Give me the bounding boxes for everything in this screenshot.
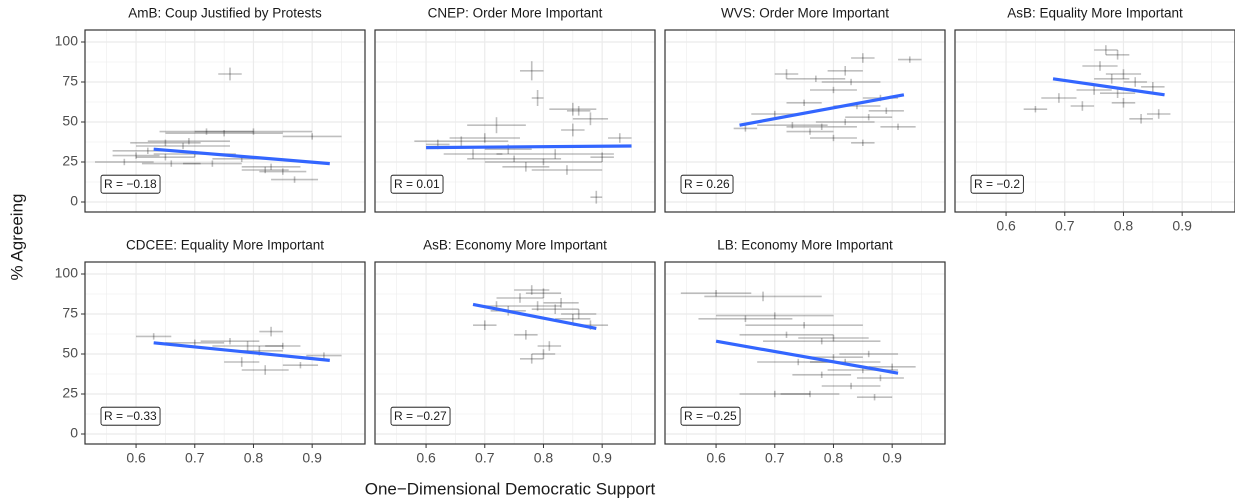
fit-line <box>715 339 899 375</box>
annotation: R = −0.25 <box>684 409 737 423</box>
fit-line <box>1052 77 1165 97</box>
panel-border <box>954 29 1235 213</box>
y-tick-label: 50 <box>62 113 78 129</box>
annotation-box <box>100 406 161 426</box>
panel-border <box>374 261 656 445</box>
x-tick-label: 0.8 <box>534 450 554 466</box>
y-tick-label: 100 <box>55 33 79 49</box>
panel-border <box>664 261 946 445</box>
y-tick-label: 25 <box>62 153 78 169</box>
annotation-box <box>390 406 451 426</box>
panel: CDCEE: Equality More Important 0.6 0.7 0.8 0… <box>55 238 366 466</box>
strip-title: CNEP: Order More Important <box>428 6 603 21</box>
x-tick-label: 0.7 <box>185 450 205 466</box>
strip-title: LB: Economy More Important <box>717 238 893 253</box>
y-tick-label: 0 <box>70 425 78 441</box>
fit-line <box>153 147 330 166</box>
x-tick-label: 0.9 <box>302 450 322 466</box>
fit-line <box>153 341 330 362</box>
annotation-box <box>970 174 1024 194</box>
y-tick-label: 0 <box>70 193 78 209</box>
y-tick-label: 25 <box>62 385 78 401</box>
x-tick-label: 0.8 <box>1114 218 1134 234</box>
annotation-box <box>680 406 741 426</box>
panel-border <box>664 29 946 213</box>
fit-line <box>426 144 632 150</box>
x-tick-label: 0.6 <box>706 450 726 466</box>
annotation: R = −0.33 <box>104 409 157 423</box>
annotation-box <box>390 174 444 194</box>
x-tick-label: 0.7 <box>1055 218 1075 234</box>
panel: AmB: Coup Justified by Protests 0 25 50 75 10… <box>55 6 366 213</box>
panel-border <box>84 261 366 445</box>
y-tick-label: 75 <box>62 305 78 321</box>
y-axis-title: % Agreeing <box>7 194 26 281</box>
x-tick-label: 0.7 <box>475 450 495 466</box>
annotation: R = −0.2 <box>974 177 1020 191</box>
strip-title: AmB: Coup Justified by Protests <box>128 6 322 21</box>
annotation: R = 0.01 <box>394 177 440 191</box>
x-tick-label: 0.6 <box>996 218 1016 234</box>
x-tick-label: 0.6 <box>416 450 436 466</box>
panel: CNEP: Order More Important R = 0.01 <box>374 6 656 213</box>
x-axis-title: One−Dimensional Democratic Support <box>365 479 656 498</box>
x-tick-label: 0.7 <box>765 450 785 466</box>
x-tick-label: 0.9 <box>1172 218 1192 234</box>
y-tick-label: 50 <box>62 345 78 361</box>
panel: AsB: Economy More Important 0.6 0.7 0.8 0.9 R… <box>374 238 656 466</box>
panel-border <box>374 29 656 213</box>
x-tick-label: 0.9 <box>592 450 612 466</box>
x-tick-label: 0.8 <box>824 450 844 466</box>
panel: WVS: Order More Important R = 0.26 <box>664 6 946 213</box>
annotation-box <box>100 174 161 194</box>
x-tick-label: 0.9 <box>882 450 902 466</box>
panel-border <box>84 29 366 213</box>
annotation-box <box>680 174 734 194</box>
strip-title: CDCEE: Equality More Important <box>126 238 324 253</box>
strip-title: AsB: Equality More Important <box>1007 6 1183 21</box>
annotation: R = −0.18 <box>104 177 157 191</box>
y-tick-label: 100 <box>55 265 79 281</box>
panel: LB: Economy More Important 0.6 0.7 0.8 0.9 R … <box>664 238 946 466</box>
strip-title: AsB: Economy More Important <box>423 238 607 253</box>
panel: AsB: Equality More Important 0.6 0.7 0.8 0.9… <box>954 6 1235 234</box>
fit-line <box>472 302 597 330</box>
annotation: R = 0.26 <box>684 177 730 191</box>
strip-title: WVS: Order More Important <box>721 6 889 21</box>
fit-line <box>739 93 905 127</box>
x-tick-label: 0.6 <box>126 450 146 466</box>
annotation: R = −0.27 <box>394 409 447 423</box>
y-tick-label: 75 <box>62 73 78 89</box>
x-tick-label: 0.8 <box>244 450 264 466</box>
